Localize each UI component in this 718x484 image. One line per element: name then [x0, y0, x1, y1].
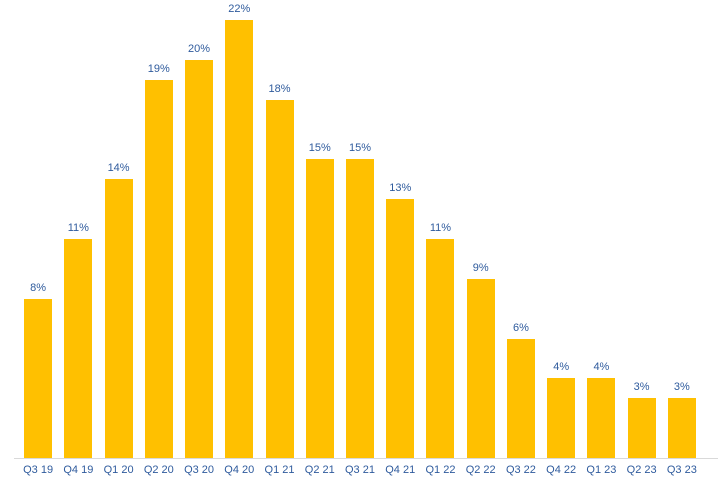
bar-value-label: 22% [228, 3, 251, 15]
bar-column: 14% [98, 162, 138, 458]
bar-value-label: 15% [308, 142, 331, 155]
x-axis-tick-label: Q4 20 [224, 464, 255, 476]
bar-column: 4% [541, 361, 581, 458]
bar-value-label: 8% [30, 281, 47, 294]
bar [627, 398, 656, 458]
bar [386, 199, 415, 458]
bar-column: 4% [581, 361, 621, 458]
bar [24, 298, 53, 458]
bar-column: 8% [18, 282, 58, 458]
bar-value-label: 4% [593, 361, 610, 374]
x-axis-tick-label: Q2 23 [626, 464, 657, 476]
bar-value-label: 11% [429, 222, 452, 234]
bar [185, 59, 214, 458]
bar-value-label: 3% [633, 381, 650, 394]
x-axis-tick-label: Q4 19 [63, 464, 94, 476]
bar-column: 9% [461, 262, 501, 458]
x-axis-tick-label: Q3 19 [23, 464, 54, 476]
bar [506, 338, 535, 458]
x-axis-tick-label: Q3 22 [505, 464, 536, 476]
x-axis-line [14, 458, 718, 459]
bar-value-label: 6% [512, 321, 529, 334]
bar-value-label: 4% [553, 361, 570, 374]
x-axis-tick-label: Q3 21 [345, 464, 375, 476]
x-axis-tick-label: Q2 22 [465, 464, 496, 476]
bar-value-label: 14% [107, 162, 130, 175]
plot-area: 8% 11% 14% 19% 20% 22% 18% 15% 15% 13% 11% 9% 6% 4% 4%… [18, 3, 702, 458]
bar [265, 99, 294, 458]
x-axis-tick-label: Q2 21 [304, 464, 335, 476]
x-axis-tick-label: Q3 20 [184, 464, 215, 476]
x-axis-tick-label: Q1 21 [264, 464, 295, 476]
bar [104, 179, 133, 458]
x-axis-tick-label: Q3 23 [666, 464, 697, 476]
bar [587, 378, 616, 458]
x-axis-tick-label: Q1 23 [586, 464, 617, 476]
bar-value-label: 19% [147, 62, 170, 75]
bar-column: 15% [340, 142, 380, 458]
bar-column: 3% [662, 381, 702, 458]
bar [466, 278, 495, 458]
bar-column: 15% [300, 142, 340, 458]
bar-column: 20% [179, 43, 219, 458]
x-axis-tick-label: Q1 22 [425, 464, 456, 476]
bar-value-label: 11% [67, 222, 89, 234]
bar-column: 22% [219, 3, 259, 458]
bar-column: 18% [259, 83, 299, 458]
bar-column: 11% [58, 222, 98, 458]
bar-value-label: 15% [348, 142, 371, 155]
x-axis-ticks: Q3 19 Q4 19 Q1 20 Q2 20 Q3 20 Q4 20 Q1 21 Q2 21… [0, 464, 718, 477]
bar-column: 13% [380, 182, 420, 458]
bar-value-label: 9% [472, 261, 489, 274]
bar-value-label: 3% [673, 381, 690, 394]
bar-value-label: 13% [389, 182, 412, 195]
bar [305, 159, 334, 458]
bar-column: 6% [501, 321, 541, 458]
x-axis-tick-label: Q1 20 [103, 464, 134, 476]
bar-value-label: 20% [188, 42, 211, 55]
bar [144, 79, 173, 458]
x-axis-tick-label: Q4 22 [546, 464, 577, 476]
bar [225, 20, 254, 458]
bar [667, 398, 696, 458]
bar [547, 378, 576, 458]
bar-value-label: 18% [268, 82, 291, 95]
bar-column: 11% [420, 222, 460, 458]
x-axis-tick-label: Q2 20 [143, 464, 174, 476]
bar [345, 159, 374, 458]
x-axis-tick-label: Q4 21 [385, 464, 416, 476]
bar [426, 239, 455, 458]
bar-column: 19% [139, 63, 179, 458]
bar [64, 239, 93, 458]
bar-column: 3% [622, 381, 662, 458]
